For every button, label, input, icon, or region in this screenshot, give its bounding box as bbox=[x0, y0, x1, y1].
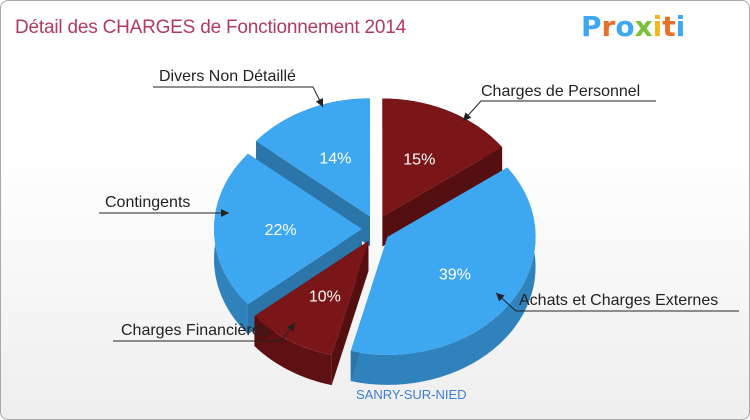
pie-slice-0 bbox=[382, 98, 503, 247]
category-label: Achats et Charges Externes bbox=[519, 292, 718, 309]
slice-percent-label: 15% bbox=[403, 152, 435, 169]
leader-arrowhead bbox=[315, 98, 323, 107]
leader-arrowhead bbox=[463, 112, 472, 121]
leader-line bbox=[153, 86, 324, 108]
pie-slice-top bbox=[256, 98, 371, 217]
category-label: Charges Financières bbox=[121, 322, 269, 339]
commune-name: SANRY-SUR-NIED bbox=[356, 387, 467, 402]
pie-slice-top bbox=[382, 98, 503, 217]
pie-slice-wall bbox=[350, 167, 536, 385]
pie-slice-1 bbox=[350, 167, 536, 385]
category-label: Divers Non Détaillé bbox=[159, 68, 296, 85]
leader-line bbox=[462, 100, 656, 122]
pie-slice-2 bbox=[254, 240, 369, 386]
slice-percent-label: 10% bbox=[309, 289, 341, 306]
pie-slice-top bbox=[214, 153, 362, 305]
category-label: Contingents bbox=[105, 194, 190, 211]
slice-percent-label: 14% bbox=[319, 151, 351, 168]
category-label: Charges de Personnel bbox=[481, 83, 640, 100]
leader-arrowhead bbox=[496, 293, 505, 302]
pie-slice-face bbox=[331, 240, 369, 386]
leader-arrowhead bbox=[286, 323, 295, 332]
pie-slice-face bbox=[382, 147, 503, 247]
leader-arrowhead bbox=[221, 209, 229, 217]
pie-slice-top bbox=[350, 167, 536, 355]
chart-title: Détail des CHARGES de Fonctionnement 201… bbox=[15, 17, 407, 38]
pie-slice-wall bbox=[254, 316, 332, 386]
leader-line bbox=[495, 292, 739, 312]
logo-text: Proxiti bbox=[581, 10, 685, 43]
slice-percent-label: 39% bbox=[439, 266, 471, 283]
proxiti-logo: Proxiti bbox=[581, 10, 685, 43]
pie-slice-top bbox=[254, 240, 369, 356]
slice-percent-label: 22% bbox=[265, 222, 297, 239]
